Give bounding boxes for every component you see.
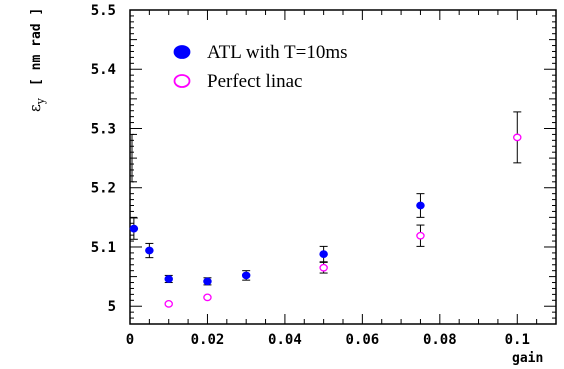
legend-marker-perfect-linac xyxy=(173,74,191,88)
y-axis-ticks: 5 5.1 5.2 5.3 5.4 5.5 xyxy=(91,3,556,325)
perfect-linac-data-point xyxy=(319,263,328,272)
x-tick-label: 0 xyxy=(126,332,134,348)
atl-data-point xyxy=(129,224,139,233)
y-tick-label: 5 xyxy=(108,299,116,315)
y-tick-label: 5.5 xyxy=(91,3,116,19)
perfect-linac-data-point xyxy=(164,300,173,308)
x-tick-label: 0.02 xyxy=(191,332,225,348)
legend-label: ATL with T=10ms xyxy=(207,42,348,63)
x-axis-ticks: 0 0.02 0.04 0.06 0.08 0.1 xyxy=(126,10,557,348)
y-tick-label: 5.4 xyxy=(91,62,116,78)
y-tick-label: 5.2 xyxy=(91,181,116,197)
y-tick-label: 5.3 xyxy=(91,121,116,137)
y-axis-title-unit: [ nm rad ] xyxy=(29,8,44,86)
legend-marker-atl xyxy=(173,45,191,59)
perfect-linac-data-point xyxy=(203,293,212,302)
x-tick-label: 0.06 xyxy=(346,332,380,348)
atl-data-point xyxy=(145,246,154,255)
legend: ATL with T=10ms Perfect linac xyxy=(173,42,348,92)
legend-label: Perfect linac xyxy=(207,71,302,92)
x-tick-label: 0.1 xyxy=(505,332,530,348)
y-axis-title: εy [ nm rad ] xyxy=(26,8,47,112)
y-tick-label: 5.1 xyxy=(91,240,116,256)
atl-data-point xyxy=(241,271,251,280)
x-axis-title: gain xyxy=(512,351,543,366)
x-tick-label: 0.08 xyxy=(423,332,457,348)
atl-data-point xyxy=(416,201,425,210)
y-axis-title-symbol: εy xyxy=(26,97,47,112)
atl-data-point xyxy=(164,275,173,283)
x-tick-label: 0.04 xyxy=(268,332,302,348)
perfect-linac-data-point xyxy=(416,231,425,240)
perfect-linac-data-point xyxy=(513,133,522,142)
atl-data-point xyxy=(319,250,328,258)
data-marks xyxy=(129,111,522,308)
atl-data-point xyxy=(203,277,212,286)
